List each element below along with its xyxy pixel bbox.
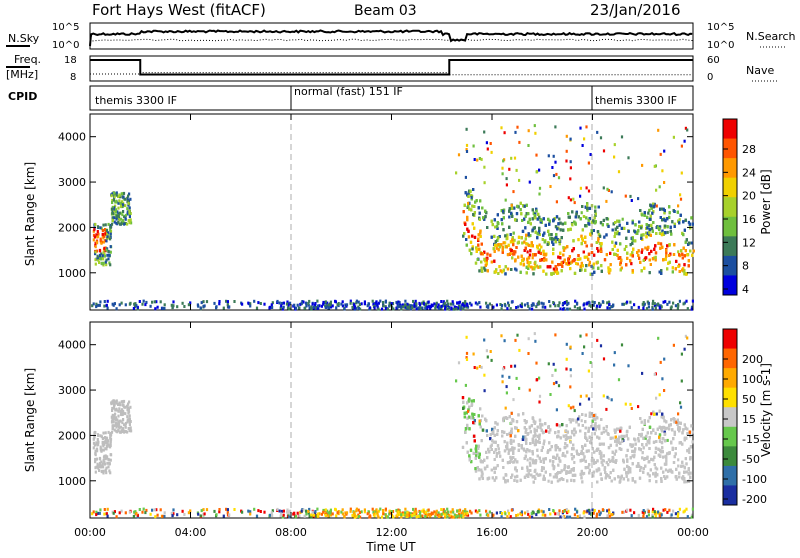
velocity-colorbar-swatch-4: [723, 407, 737, 427]
freq-label: Freq.: [14, 53, 41, 66]
power-colorbar-swatch-6: [723, 236, 737, 256]
cpid-label: CPID: [8, 90, 37, 103]
x-tick-4: 16:00: [476, 526, 508, 539]
noise-right-tick-bottom: 10^0: [707, 40, 734, 51]
power-colorbar-swatch-2: [723, 158, 737, 178]
x-tick-3: 12:00: [376, 526, 408, 539]
velocity-colorbar-swatch-5: [723, 427, 737, 447]
velocity-colorbar-tick-5: -50: [742, 453, 760, 466]
velocity-colorbar-swatch-7: [723, 466, 737, 486]
power-colorbar-tick-3: 16: [742, 213, 756, 226]
cpid-mode-2: normal (fast) 151 IF: [294, 85, 403, 98]
power-y-tick-0: 1000: [58, 267, 86, 280]
power-colorbar-tick-6: 4: [742, 283, 749, 296]
cpid-panel: CPID themis 3300 IF normal (fast) 151 IF…: [8, 85, 693, 110]
power-colorbar-swatch-4: [723, 197, 737, 217]
velocity-colorbar-tick-6: -100: [742, 473, 767, 486]
frequency-line: [90, 60, 693, 74]
x-axis-label: Time UT: [365, 540, 416, 554]
x-tick-2: 08:00: [275, 526, 307, 539]
nave-tick-top: 60: [707, 55, 720, 66]
freq-tick-top: 18: [64, 55, 77, 66]
velocity-colorbar-swatch-6: [723, 446, 737, 466]
station-title: Fort Hays West (fitACF): [92, 1, 266, 19]
cpid-mode-3: themis 3300 IF: [595, 94, 677, 107]
velocity-colorbar-swatch-3: [723, 388, 737, 408]
velocity-y-label: Slant Range [km]: [23, 368, 37, 472]
velocity-y-tick-3: 4000: [58, 339, 86, 352]
power-colorbar-tick-0: 28: [742, 143, 756, 156]
power-colorbar-swatch-0: [723, 119, 737, 139]
velocity-colorbar-label: Velocity [m s-1]: [759, 363, 773, 457]
power-colorbar: 28 24 20 16 12 8 4: [723, 119, 756, 296]
noise-left-tick-bottom: 10^0: [52, 40, 79, 51]
beam-title: Beam 03: [354, 3, 417, 19]
velocity-colorbar-tick-2: 50: [742, 393, 756, 406]
x-tick-1: 04:00: [175, 526, 207, 539]
velocity-colorbar-tick-4: -15: [742, 433, 760, 446]
noise-panel: N.Sky 10^5 10^0 10^5 10^0 N.Search: [6, 22, 796, 51]
nave-tick-bottom: 0: [707, 72, 713, 83]
power-colorbar-tick-2: 20: [742, 190, 756, 203]
velocity-colorbar-tick-3: 15: [742, 413, 756, 426]
x-tick-5: 20:00: [577, 526, 609, 539]
power-y-tick-1: 2000: [58, 221, 86, 234]
nave-label: Nave: [746, 64, 774, 77]
velocity-colorbar-swatch-8: [723, 485, 737, 505]
velocity-colorbar-swatch-2: [723, 368, 737, 388]
freq-tick-bottom: 8: [70, 72, 76, 83]
velocity-y-tick-1: 2000: [58, 429, 86, 442]
power-colorbar-tick-5: 8: [742, 260, 749, 273]
power-colorbar-tick-4: 12: [742, 236, 756, 249]
velocity-panel: 1000 2000 3000 4000 Slant Range [km]: [23, 322, 694, 519]
noise-search-line: [93, 39, 693, 41]
power-colorbar-tick-1: 24: [742, 166, 756, 179]
power-panel: 1000 2000 3000 4000 Slant Range [km]: [23, 114, 695, 311]
noise-right-label: N.Search: [746, 30, 796, 43]
power-colorbar-label: Power [dB]: [759, 169, 773, 234]
power-y-tick-3: 4000: [58, 131, 86, 144]
power-y-tick-2: 3000: [58, 176, 86, 189]
noise-left-tick-top: 10^5: [52, 22, 79, 33]
date-title: 23/Jan/2016: [590, 1, 681, 19]
freq-unit: [MHz]: [6, 68, 38, 81]
velocity-y-tick-2: 3000: [58, 384, 86, 397]
velocity-colorbar-tick-7: -200: [742, 493, 767, 506]
velocity-colorbar-swatch-0: [723, 329, 737, 349]
freq-panel: Freq. [MHz] 18 8 60 0 Nave: [6, 53, 778, 83]
x-tick-0: 00:00: [74, 526, 106, 539]
power-colorbar-swatch-8: [723, 275, 737, 295]
power-colorbar-swatch-3: [723, 178, 737, 198]
noise-right-tick-top: 10^5: [707, 22, 734, 33]
x-tick-6: 00:00: [677, 526, 709, 539]
noise-left-label: N.Sky: [8, 32, 40, 45]
cpid-mode-1: themis 3300 IF: [95, 94, 177, 107]
velocity-y-tick-0: 1000: [58, 475, 86, 488]
power-colorbar-swatch-5: [723, 217, 737, 237]
power-y-label: Slant Range [km]: [23, 162, 37, 266]
noise-sky-line: [90, 31, 692, 47]
